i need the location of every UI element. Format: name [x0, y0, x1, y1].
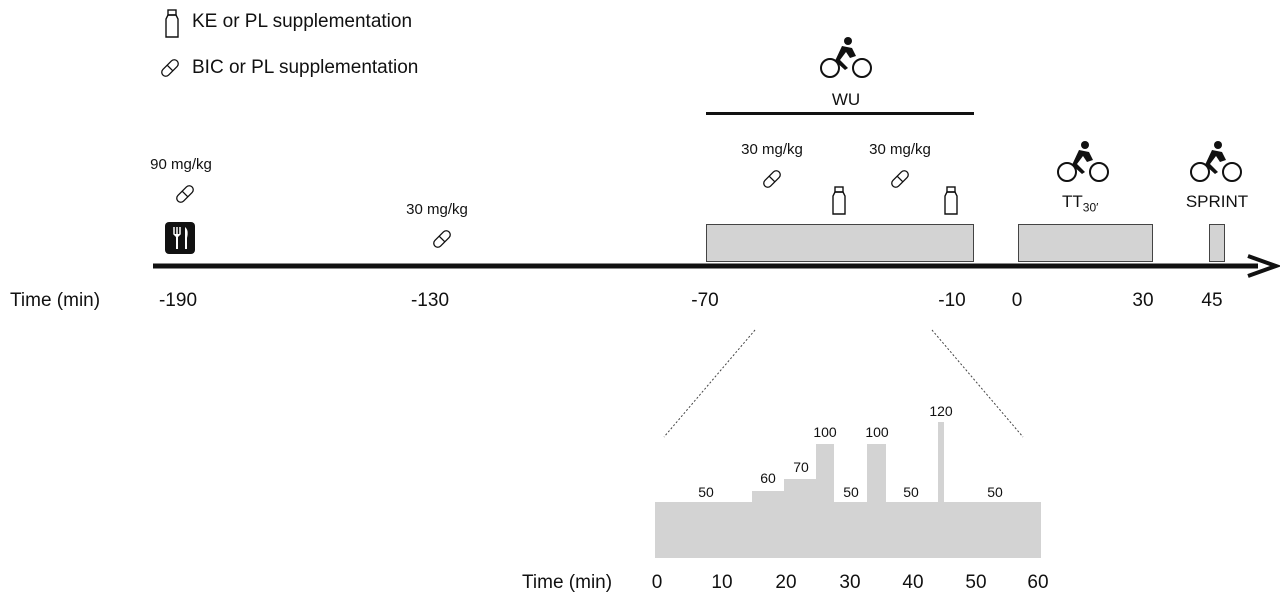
fork-knife-icon [165, 222, 195, 254]
legend-ke: KE or PL supplementation [192, 11, 413, 32]
wu-span-line [706, 112, 974, 115]
profile-segment [834, 502, 867, 558]
time-axis-label: Time (min) [10, 290, 101, 311]
profile-tick-label: 60 [1027, 572, 1049, 593]
profile-segment [938, 422, 944, 558]
dose-label: 90 mg/kg [150, 156, 212, 173]
bottle-icon [832, 186, 846, 215]
pill-icon [433, 230, 451, 248]
dose-label: 30 mg/kg [406, 201, 468, 218]
profile-tick-label: 10 [711, 572, 733, 593]
tick-label: 30 [1132, 290, 1154, 311]
profile-segment [784, 479, 816, 558]
sprint-label: SPRINT [1185, 192, 1249, 211]
cyclist-icon [1190, 141, 1242, 182]
tt-label: TT30′ [1062, 192, 1099, 215]
segment-label: 70 [793, 459, 809, 475]
segment-label: 50 [903, 484, 919, 500]
profile-axis-label: Time (min) [522, 572, 613, 593]
cyclist-icon [820, 37, 872, 78]
segment-label: 120 [929, 403, 953, 419]
bottle-icon [165, 9, 179, 38]
profile-segment [886, 502, 938, 558]
segment-label: 100 [813, 424, 837, 440]
pill-icon [161, 59, 179, 77]
legend-bic: BIC or PL supplementation [192, 57, 419, 78]
tick-label: -10 [938, 290, 966, 311]
tick-label: 45 [1201, 290, 1223, 311]
dose-label: 30 mg/kg [741, 141, 803, 158]
segment-label: 50 [987, 484, 1003, 500]
bottle-icon [944, 186, 958, 215]
profile-tick-label: 20 [775, 572, 797, 593]
tick-label: -190 [158, 290, 198, 311]
profile-tick-label: 30 [839, 572, 861, 593]
profile-segment [816, 444, 834, 558]
cyclist-icon [1057, 141, 1109, 182]
profile-tick-label: 50 [965, 572, 987, 593]
sprint-bar [1209, 224, 1225, 262]
warmup-bar [706, 224, 974, 262]
tick-label: 0 [1011, 290, 1023, 311]
profile-segment [655, 502, 752, 558]
tick-label: -130 [410, 290, 450, 311]
tick-label: -70 [691, 290, 719, 311]
segment-label: 60 [760, 470, 776, 486]
pill-icon [176, 185, 194, 203]
pill-icon [891, 170, 909, 188]
segment-label: 50 [843, 484, 859, 500]
timeline-arrow [153, 254, 1280, 278]
time-trial-bar [1018, 224, 1153, 262]
profile-segment [944, 502, 1041, 558]
segment-label: 100 [865, 424, 889, 440]
segment-label: 50 [698, 484, 714, 500]
profile-segment [867, 444, 886, 558]
profile-segment [752, 491, 784, 558]
dose-label: 30 mg/kg [869, 141, 931, 158]
pill-icon [763, 170, 781, 188]
profile-tick-label: 40 [902, 572, 924, 593]
profile-tick-label: 0 [651, 572, 663, 593]
wu-label: WU [831, 90, 861, 109]
